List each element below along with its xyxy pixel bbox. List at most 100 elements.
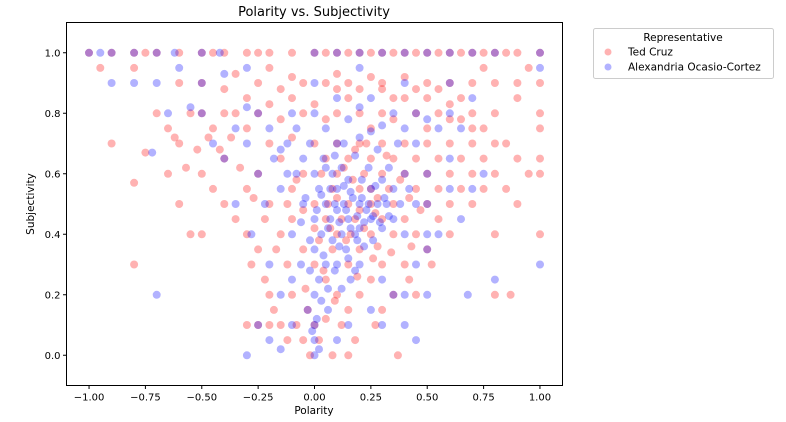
point-alexandria-ocasio-cortez	[333, 48, 341, 57]
point-ted-cruz	[412, 184, 420, 193]
point-alexandria-ocasio-cortez	[339, 139, 348, 148]
point-ted-cruz	[536, 109, 544, 118]
point-ted-cruz	[130, 260, 139, 269]
point-alexandria-ocasio-cortez	[457, 124, 465, 133]
point-ted-cruz	[301, 284, 310, 293]
point-ted-cruz	[317, 169, 326, 178]
point-ted-cruz	[468, 200, 477, 208]
point-ted-cruz	[288, 184, 296, 193]
point-alexandria-ocasio-cortez	[396, 200, 405, 208]
point-alexandria-ocasio-cortez	[536, 48, 544, 57]
point-alexandria-ocasio-cortez	[400, 321, 409, 329]
point-ted-cruz	[353, 272, 362, 281]
point-alexandria-ocasio-cortez	[319, 154, 328, 163]
point-ted-cruz	[490, 169, 499, 178]
point-ted-cruz	[265, 100, 274, 109]
point-ted-cruz	[389, 94, 398, 103]
point-alexandria-ocasio-cortez	[423, 200, 432, 208]
point-ted-cruz	[339, 163, 348, 172]
point-alexandria-ocasio-cortez	[353, 236, 362, 245]
point-ted-cruz	[310, 321, 319, 329]
point-alexandria-ocasio-cortez	[405, 184, 414, 193]
point-ted-cruz	[366, 73, 375, 81]
point-alexandria-ocasio-cortez	[254, 109, 263, 118]
point-alexandria-ocasio-cortez	[342, 206, 351, 215]
point-ted-cruz	[254, 169, 263, 178]
point-ted-cruz	[536, 79, 544, 87]
point-alexandria-ocasio-cortez	[152, 290, 161, 299]
point-ted-cruz	[502, 48, 511, 57]
point-ted-cruz	[328, 184, 337, 193]
point-ted-cruz	[315, 236, 323, 245]
point-ted-cruz	[288, 94, 296, 103]
point-ted-cruz	[321, 275, 330, 284]
point-ted-cruz	[164, 169, 172, 178]
point-ted-cruz	[513, 200, 522, 208]
point-ted-cruz	[524, 63, 533, 72]
point-alexandria-ocasio-cortez	[297, 260, 305, 269]
point-ted-cruz	[269, 305, 278, 314]
point-ted-cruz	[366, 200, 375, 208]
point-alexandria-ocasio-cortez	[351, 151, 360, 160]
point-ted-cruz	[265, 290, 274, 299]
point-ted-cruz	[175, 139, 184, 148]
point-alexandria-ocasio-cortez	[333, 206, 341, 215]
point-alexandria-ocasio-cortez	[220, 154, 229, 163]
point-ted-cruz	[342, 236, 351, 245]
point-ted-cruz	[434, 85, 443, 94]
point-ted-cruz	[306, 351, 314, 360]
point-ted-cruz	[299, 245, 308, 254]
point-ted-cruz	[468, 48, 477, 57]
point-ted-cruz	[107, 48, 116, 57]
point-alexandria-ocasio-cortez	[317, 230, 326, 239]
point-alexandria-ocasio-cortez	[378, 121, 387, 130]
point-alexandria-ocasio-cortez	[152, 48, 161, 57]
point-ted-cruz	[321, 115, 330, 124]
point-ted-cruz	[107, 139, 116, 148]
point-ted-cruz	[197, 79, 206, 87]
point-alexandria-ocasio-cortez	[301, 194, 310, 202]
point-alexandria-ocasio-cortez	[373, 200, 382, 208]
point-ted-cruz	[366, 230, 375, 239]
x-tick-label: −0.75	[130, 393, 161, 404]
point-alexandria-ocasio-cortez	[310, 169, 319, 178]
point-ted-cruz	[400, 48, 409, 57]
point-alexandria-ocasio-cortez	[260, 200, 269, 208]
point-ted-cruz	[272, 245, 281, 254]
point-ted-cruz	[378, 169, 387, 178]
point-ted-cruz	[324, 200, 332, 208]
point-ted-cruz	[344, 94, 353, 103]
point-ted-cruz	[445, 139, 454, 148]
point-alexandria-ocasio-cortez	[393, 139, 402, 148]
point-alexandria-ocasio-cortez	[366, 127, 375, 136]
point-ted-cruz	[220, 200, 229, 208]
point-ted-cruz	[242, 94, 251, 103]
point-ted-cruz	[389, 48, 398, 57]
point-alexandria-ocasio-cortez	[333, 336, 341, 345]
point-ted-cruz	[247, 260, 256, 269]
point-ted-cruz	[468, 79, 477, 87]
legend-box	[593, 28, 774, 79]
point-ted-cruz	[490, 109, 499, 118]
point-ted-cruz	[423, 169, 432, 178]
point-alexandria-ocasio-cortez	[468, 48, 477, 57]
x-tick-label: 0.50	[416, 393, 438, 404]
point-ted-cruz	[389, 115, 398, 124]
point-ted-cruz	[231, 109, 240, 118]
point-alexandria-ocasio-cortez	[434, 230, 443, 239]
point-ted-cruz	[130, 48, 139, 57]
point-ted-cruz	[231, 69, 240, 78]
point-ted-cruz	[299, 206, 308, 215]
point-ted-cruz	[220, 48, 229, 57]
point-ted-cruz	[333, 290, 341, 299]
point-alexandria-ocasio-cortez	[344, 175, 353, 184]
x-tick-label: 1.00	[529, 393, 551, 404]
point-alexandria-ocasio-cortez	[389, 290, 398, 299]
point-alexandria-ocasio-cortez	[384, 212, 393, 221]
point-alexandria-ocasio-cortez	[366, 184, 375, 193]
point-ted-cruz	[130, 178, 139, 187]
point-ted-cruz	[536, 169, 544, 178]
point-alexandria-ocasio-cortez	[317, 296, 326, 305]
point-ted-cruz	[378, 79, 387, 87]
point-alexandria-ocasio-cortez	[400, 290, 409, 299]
